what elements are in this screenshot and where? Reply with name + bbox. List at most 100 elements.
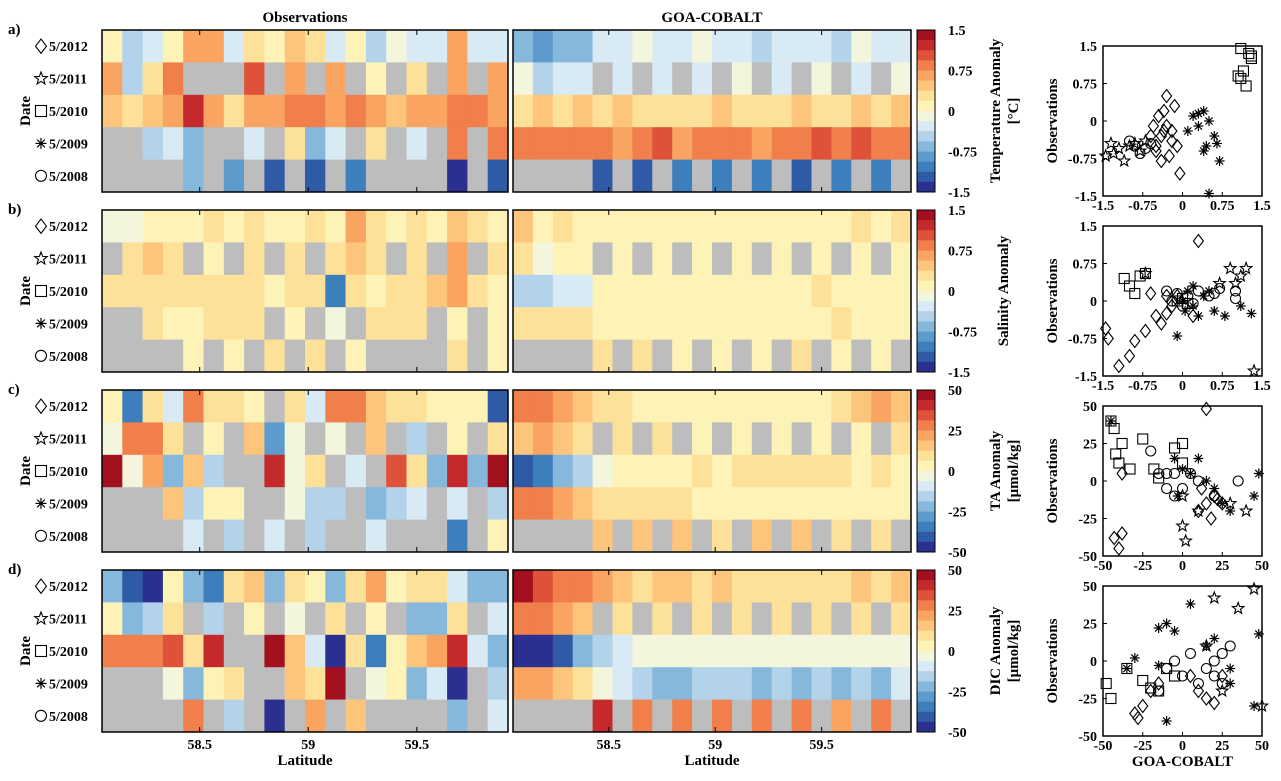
panel-c-obs-cell xyxy=(264,422,285,456)
panel-a-obs-cell xyxy=(284,127,306,160)
panel-b-scatter-point-diamond xyxy=(1129,333,1141,349)
panel-c-obs-cell xyxy=(305,454,326,488)
panel-b-colorbar-segment xyxy=(917,260,935,272)
panel-d-colorbar-segment xyxy=(917,590,935,601)
panel-c-scatter-point-star-shape xyxy=(1175,518,1190,533)
x-axis-label-obs: Latitude xyxy=(277,753,332,769)
panel-d-model-cell xyxy=(771,602,792,636)
panel-d-scatter-point-asterisk-ray xyxy=(1170,627,1179,635)
panel-a-scatter-point-asterisk-ray xyxy=(1205,117,1213,125)
panel-b-row-marker-3-ray xyxy=(36,319,46,328)
panel-d-row-label-2: 5/2010 xyxy=(49,645,88,660)
panel-b-model-cell xyxy=(851,339,872,373)
panel-a-scatter-point-diamond xyxy=(1163,148,1175,164)
panel-a-scatter-point-asterisk-ray xyxy=(1210,132,1219,140)
panel-d-model-cell xyxy=(731,667,753,700)
panel-a-model-cell xyxy=(552,127,573,160)
panel-d-model-cell xyxy=(751,602,772,636)
panel-a-colorbar-segment xyxy=(917,80,935,92)
panel-d-obs-cell xyxy=(386,602,407,636)
panel-a-obs-cell xyxy=(345,62,367,96)
panel-d-model-cell xyxy=(851,667,872,700)
panel-c-obs-cell xyxy=(122,422,143,456)
panel-b-scatter-point-diamond-shape xyxy=(1102,331,1114,346)
panel-d-colorbar-segment xyxy=(917,610,935,621)
panel-a-model-cell xyxy=(532,30,554,63)
panel-c-scatter-point-circle xyxy=(1161,467,1173,480)
panel-b-model-cell xyxy=(831,242,852,276)
panel-a-model-cell xyxy=(632,159,653,193)
panel-a-model-cell xyxy=(831,62,852,96)
panel-d-model-cell xyxy=(811,634,832,668)
panel-b-scatter-point-asterisk xyxy=(1188,281,1199,291)
panel-a-model-cell xyxy=(731,94,753,128)
panel-c-scatter-point-circle-shape xyxy=(1161,482,1173,495)
panel-c-model-cell xyxy=(831,454,852,488)
panel-d-obs-cell xyxy=(203,602,225,636)
panel-c-obs-cell xyxy=(487,422,509,456)
panel-d-obs-cell xyxy=(406,634,428,668)
panel-d-model-cell xyxy=(791,602,812,636)
x-tick-label-model-0: 58.5 xyxy=(597,738,622,753)
panel-c-model-cell xyxy=(712,422,733,456)
panel-b-obs-cell xyxy=(162,210,184,243)
panel-d-obs-cell xyxy=(325,699,346,733)
panel-d-model-heatmap xyxy=(513,570,912,733)
panel-a-scatter xyxy=(1098,42,1263,199)
panel-d-model-cell xyxy=(871,634,892,668)
panel-a-colorbar-segment xyxy=(917,30,935,41)
panel-b-model-cell xyxy=(552,210,573,243)
panel-b-scatter-point-diamond xyxy=(1123,348,1136,364)
panel-b-model-cell xyxy=(712,339,733,373)
panel-b-obs-cell xyxy=(305,274,326,308)
panel-a-colorbar-segment xyxy=(917,60,935,71)
panel-a-scatter-point-diamond-shape xyxy=(1147,118,1160,134)
panel-d-colorbar-segment xyxy=(917,721,935,733)
panel-b-scatter-ytick-label-0: -1.5 xyxy=(1075,370,1097,385)
panel-d-obs-cell xyxy=(386,634,407,668)
panel-c-obs-cell xyxy=(264,454,285,488)
panel-c-row-marker-3-ray xyxy=(36,499,46,508)
panel-d-model-cell xyxy=(751,699,772,733)
panel-b-scatter-point-square xyxy=(1129,287,1141,300)
panel-d-colorbar-segment xyxy=(917,600,935,611)
panel-c-obs-frame xyxy=(101,389,509,553)
panel-d-model-cell xyxy=(672,634,693,668)
panel-a-colorbar-segment xyxy=(917,100,935,112)
panel-c-scatter-point-square xyxy=(1113,457,1125,469)
panel-b-obs-cell xyxy=(447,242,468,276)
panel-b-obs-cell xyxy=(284,210,306,243)
panel-b-obs-cell xyxy=(203,242,225,276)
panel-b-model-cell xyxy=(851,307,872,340)
panel-a-obs-cell xyxy=(487,94,509,128)
panel-d-obs-cell xyxy=(406,699,428,733)
panel-a-scatter-point-star xyxy=(1132,143,1148,158)
panel-a-obs-cell xyxy=(406,127,428,160)
panel-a-model-cell xyxy=(891,30,912,63)
panel-c-model-cell xyxy=(672,422,693,456)
panel-b-obs-cell xyxy=(386,210,407,243)
panel-d-model-cell xyxy=(831,602,852,636)
panel-b-model-cell xyxy=(791,242,812,276)
panel-d-obs-cell xyxy=(183,570,204,603)
panel-c-obs-cell xyxy=(325,519,346,553)
panel-d-scatter-point-circle-shape xyxy=(1176,670,1189,682)
panel-b-scatter-point-diamond-shape xyxy=(1139,323,1152,339)
panel-c-obs-cell xyxy=(162,454,184,488)
panel-c-scatter-point-circle-shape xyxy=(1184,467,1196,480)
panel-d-row-marker-2 xyxy=(34,644,48,658)
panel-c-obs-cell xyxy=(244,519,265,553)
panel-b-obs-cell xyxy=(223,274,245,308)
panel-b-obs-cell xyxy=(264,307,285,340)
panel-b-colorbar-segment xyxy=(917,280,935,292)
panel-d-obs-cell xyxy=(264,570,285,603)
panel-c-obs-cell xyxy=(223,519,245,553)
panel-d-scatter-point-asterisk xyxy=(1225,663,1236,674)
panel-d-obs-cell xyxy=(447,667,468,700)
panel-c-scatter-point-circle-shape xyxy=(1192,475,1204,487)
panel-a-model-cell xyxy=(672,127,693,160)
panel-b-scatter-point-asterisk xyxy=(1235,301,1246,311)
panel-a-scatter-point-diamond xyxy=(1171,138,1183,154)
panel-a-obs-cell xyxy=(122,127,143,160)
